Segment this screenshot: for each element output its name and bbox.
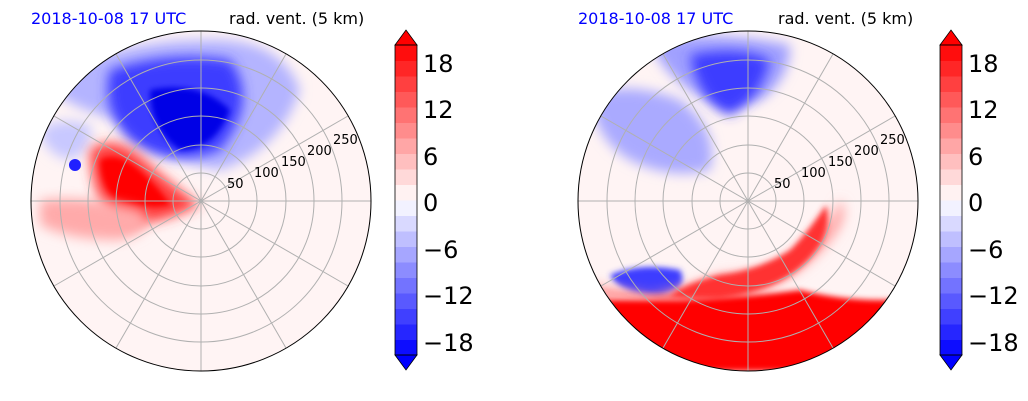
- colorbar-band: [395, 153, 417, 170]
- colorbar-left: 18 12 6 0 −6 −12 −18: [394, 29, 474, 371]
- colorbar-band: [940, 45, 962, 61]
- ring-label-100: 100: [254, 166, 279, 181]
- colorbar-band: [395, 138, 417, 154]
- ring-label-50: 50: [774, 177, 791, 192]
- chart-title-field: rad. vent. (5 km): [229, 9, 364, 28]
- colorbar-band: [395, 231, 417, 247]
- ring-label-150: 150: [828, 155, 853, 170]
- polar-plot-left: 2018-10-08 17 UTC rad. vent. (5 km): [30, 9, 372, 372]
- colorbar-band: [395, 246, 417, 263]
- colorbar-band: [940, 308, 962, 325]
- colorbar-extend-bottom: [939, 354, 963, 371]
- colorbar-tick-minus12: −12: [423, 282, 474, 310]
- chart-title-date: 2018-10-08 17 UTC: [31, 9, 186, 28]
- colorbar-tick-18: 18: [968, 50, 999, 78]
- colorbar-tick-6: 6: [423, 143, 438, 171]
- colorbar-tick-6: 6: [968, 143, 983, 171]
- colorbar-band: [395, 122, 417, 139]
- colorbar-extend-top: [394, 29, 418, 46]
- colorbar-right: 18 12 6 0 −6 −12 −18: [939, 29, 1019, 371]
- colorbar-tick-minus6: −6: [968, 236, 1003, 264]
- colorbar-band: [395, 60, 417, 77]
- colorbar-band: [940, 293, 962, 309]
- colorbar-tick-minus18: −18: [423, 329, 474, 357]
- chart-title-field: rad. vent. (5 km): [778, 9, 913, 28]
- ring-label-50: 50: [227, 177, 244, 192]
- colorbar-extend-top: [939, 29, 963, 46]
- ring-label-200: 200: [854, 144, 879, 159]
- colorbar-band: [395, 308, 417, 325]
- colorbar-band: [395, 107, 417, 123]
- colorbar-band: [395, 215, 417, 232]
- colorbar-band: [940, 262, 962, 278]
- colorbar-band: [940, 246, 962, 263]
- colorbar-band: [940, 169, 962, 185]
- colorbar-band: [940, 324, 962, 340]
- colorbar-band: [940, 138, 962, 154]
- colorbar-band: [395, 76, 417, 92]
- colorbar-band: [395, 262, 417, 278]
- polar-frame: [577, 30, 919, 372]
- colorbar-band: [940, 60, 962, 77]
- colorbar-band: [940, 107, 962, 123]
- colorbar-band: [395, 324, 417, 340]
- colorbar-band: [395, 169, 417, 185]
- colorbar-tick-minus18: −18: [968, 329, 1019, 357]
- colorbar-band: [940, 122, 962, 139]
- colorbar-band: [940, 184, 962, 201]
- colorbar-tick-minus6: −6: [423, 236, 458, 264]
- colorbar-tick-12: 12: [423, 96, 454, 124]
- colorbar-band: [395, 277, 417, 294]
- colorbar-bands: [940, 45, 962, 356]
- colorbar-band: [395, 293, 417, 309]
- colorbar-tick-18: 18: [423, 50, 454, 78]
- colorbar-tick-0: 0: [968, 189, 983, 217]
- ring-label-250: 250: [333, 133, 358, 148]
- colorbar-band: [940, 76, 962, 92]
- colorbar-tick-minus12: −12: [968, 282, 1019, 310]
- colorbar-band: [940, 231, 962, 247]
- colorbar-frame: [939, 44, 963, 356]
- polar-grid: [578, 31, 918, 371]
- colorbar-band: [940, 200, 962, 216]
- colorbar-band: [940, 215, 962, 232]
- polar-plot-right: 2018-10-08 17 UTC rad. vent. (5 km): [577, 9, 919, 372]
- polar-grid: [31, 31, 371, 371]
- colorbar-tick-0: 0: [423, 189, 438, 217]
- colorbar-band: [395, 184, 417, 201]
- colorbar-band: [940, 91, 962, 108]
- ring-label-200: 200: [307, 144, 332, 159]
- colorbar-bands: [395, 45, 417, 356]
- colorbar-extend-bottom: [394, 354, 418, 371]
- colorbar-band: [395, 45, 417, 61]
- colorbar-tick-12: 12: [968, 96, 999, 124]
- ring-label-250: 250: [880, 133, 905, 148]
- chart-title-date: 2018-10-08 17 UTC: [578, 9, 733, 28]
- colorbar-band: [940, 277, 962, 294]
- colorbar-frame: [394, 44, 418, 356]
- colorbar-band: [395, 200, 417, 216]
- colorbar-band: [940, 339, 962, 356]
- ring-label-150: 150: [281, 155, 306, 170]
- colorbar-band: [940, 153, 962, 170]
- ring-label-100: 100: [801, 166, 826, 181]
- colorbar-band: [395, 339, 417, 356]
- polar-frame: [30, 30, 372, 372]
- colorbar-band: [395, 91, 417, 108]
